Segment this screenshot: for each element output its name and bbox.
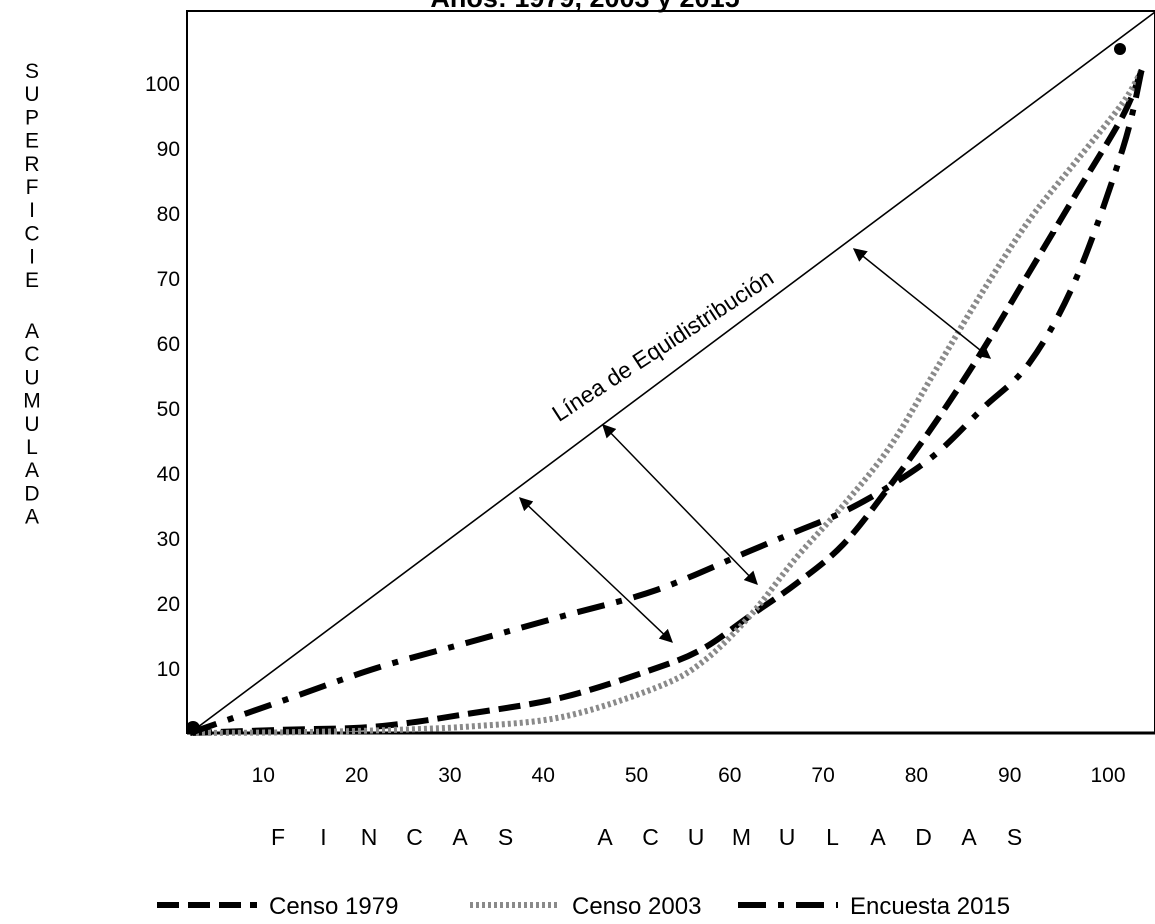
legend-label: Censo 1979 xyxy=(269,893,398,920)
y-axis-label-letter: A xyxy=(25,506,39,529)
series-line-censo-1979 xyxy=(189,68,1145,736)
x-tick-label: 70 xyxy=(811,764,834,787)
y-axis-label-letter: L xyxy=(26,436,38,459)
y-tick-labels: 10 20 30 40 50 60 70 80 90 100 xyxy=(145,73,180,681)
x-tick-labels: 10 20 30 40 50 60 70 80 90 100 xyxy=(252,764,1126,787)
y-tick-label: 70 xyxy=(157,268,180,291)
legend: Censo 1979 Censo 2003 Encuesta 2015 xyxy=(157,893,1010,920)
gap-arrows xyxy=(519,248,992,643)
gap-arrow xyxy=(519,497,673,643)
y-axis-label-letter: I xyxy=(29,246,35,269)
series-layer xyxy=(189,11,1155,736)
x-axis-label-letter: U xyxy=(779,824,796,850)
x-axis-label-letter: A xyxy=(452,824,468,850)
x-axis-label-letter: F xyxy=(271,824,285,850)
chart-title: Años: 1979, 2003 y 2015 xyxy=(430,0,739,13)
gap-arrow xyxy=(852,248,992,359)
y-axis-label-letter: D xyxy=(24,482,39,505)
series-line-censo-2003 xyxy=(189,68,1145,736)
y-tick-label: 60 xyxy=(157,333,180,356)
x-axis-label-letter: M xyxy=(732,824,751,850)
y-axis-label-letter: C xyxy=(24,222,39,245)
y-axis-label-letter: F xyxy=(26,176,39,199)
x-axis-label-letter: A xyxy=(961,824,977,850)
x-axis-label-letter: I xyxy=(320,824,326,850)
x-axis-label-letter: S xyxy=(498,824,513,850)
x-axis-label-letter: N xyxy=(361,824,378,850)
x-axis-label-letter: D xyxy=(915,824,932,850)
y-axis-label-letter: S xyxy=(25,60,39,83)
y-axis-label-letter: U xyxy=(24,366,39,389)
end-marker xyxy=(1114,43,1126,55)
x-tick-label: 80 xyxy=(905,764,928,787)
y-axis-label-letter: A xyxy=(25,320,39,343)
legend-label: Encuesta 2015 xyxy=(850,893,1010,920)
y-tick-label: 10 xyxy=(157,658,180,681)
x-tick-label: 60 xyxy=(718,764,741,787)
equidistribution-label: Línea de Equidistribución xyxy=(547,264,778,426)
y-tick-label: 50 xyxy=(157,398,180,421)
y-axis-label-letter: A xyxy=(25,459,39,482)
y-axis-label-letter: M xyxy=(23,390,41,413)
gap-arrow xyxy=(602,424,758,585)
x-axis-label-letter: C xyxy=(642,824,659,850)
plot-frame xyxy=(186,10,1155,734)
legend-label: Censo 2003 xyxy=(572,893,701,920)
y-axis-label-letter: U xyxy=(24,413,39,436)
y-axis-label-letter: E xyxy=(25,130,39,153)
origin-marker xyxy=(186,721,200,735)
x-axis-label-letter: A xyxy=(870,824,886,850)
y-axis-label-letter: I xyxy=(29,199,35,222)
x-tick-label: 30 xyxy=(438,764,461,787)
x-axis-label-letter: S xyxy=(1007,824,1022,850)
x-axis-label-letter: L xyxy=(826,824,839,850)
y-tick-label: 100 xyxy=(145,73,180,96)
y-axis-label-letter: U xyxy=(24,83,39,106)
y-axis-label-letter: C xyxy=(24,343,39,366)
x-tick-label: 20 xyxy=(345,764,368,787)
y-axis-label-letter: R xyxy=(24,153,39,176)
equidistribution-line xyxy=(189,11,1155,734)
x-tick-label: 10 xyxy=(252,764,275,787)
x-tick-label: 90 xyxy=(998,764,1021,787)
x-axis-label-letter: A xyxy=(597,824,613,850)
y-axis-label-letter: E xyxy=(25,269,39,292)
y-tick-label: 20 xyxy=(157,593,180,616)
x-axis-label-letter: U xyxy=(688,824,705,850)
y-axis-label-letter: P xyxy=(25,106,39,129)
y-tick-label: 40 xyxy=(157,463,180,486)
x-tick-label: 40 xyxy=(532,764,555,787)
series-line-encuesta-2015 xyxy=(189,69,1145,736)
x-axis-label-letter: C xyxy=(406,824,423,850)
x-tick-label: 50 xyxy=(625,764,648,787)
x-tick-label: 100 xyxy=(1090,764,1125,787)
y-tick-label: 90 xyxy=(157,138,180,161)
y-tick-label: 80 xyxy=(157,203,180,226)
y-tick-label: 30 xyxy=(157,528,180,551)
